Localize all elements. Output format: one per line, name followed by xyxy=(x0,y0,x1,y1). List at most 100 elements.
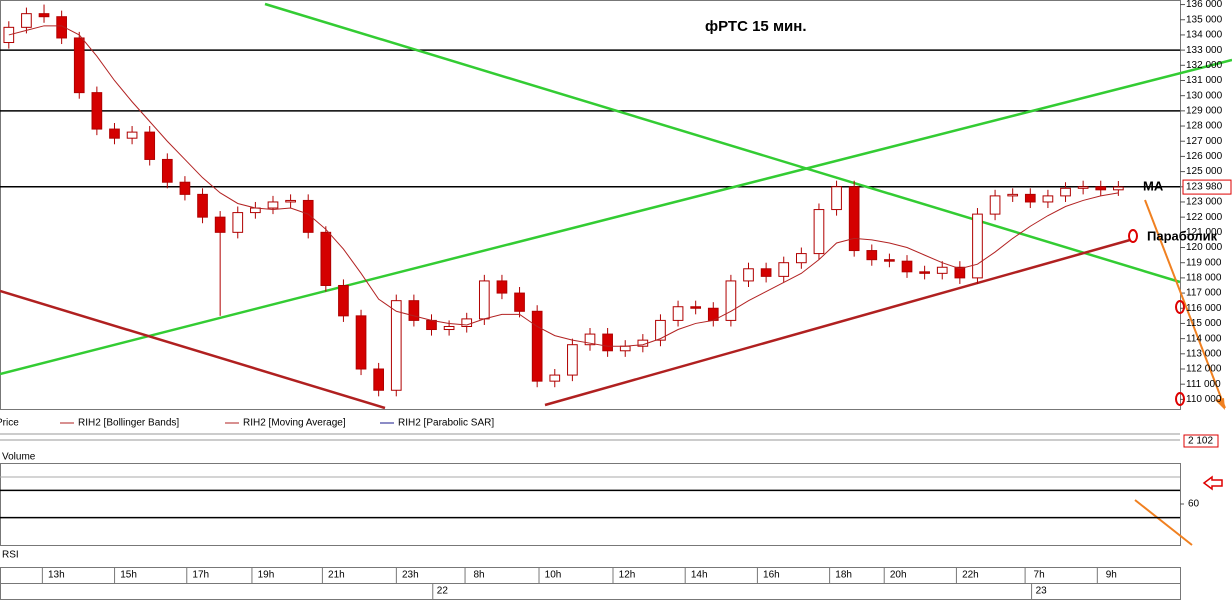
candle-body xyxy=(743,268,754,282)
x-tick-label: 15h xyxy=(120,570,137,581)
candle-body xyxy=(514,292,525,312)
candle-body xyxy=(602,333,613,352)
y-tick-label: 133 000 xyxy=(1186,45,1223,56)
price-panel xyxy=(0,0,1181,410)
candle-body xyxy=(866,250,878,261)
trend-line xyxy=(544,238,1131,407)
candle-body xyxy=(584,333,596,346)
ma-line xyxy=(8,25,1119,347)
candle-body xyxy=(901,260,913,273)
y-tick-label: 130 000 xyxy=(1186,90,1223,101)
candle-body xyxy=(672,306,684,321)
annotation: MA xyxy=(1143,178,1164,193)
candle-body xyxy=(179,181,191,195)
x-tick-label: 10h xyxy=(545,570,562,581)
y-tick-label: 119 000 xyxy=(1186,257,1222,268)
y-tick-label: 120 000 xyxy=(1186,242,1223,253)
candle-body xyxy=(1113,186,1124,191)
y-tick-label: 128 000 xyxy=(1186,121,1223,132)
candle-body xyxy=(373,368,385,391)
legend-label: RIH2 [Moving Average] xyxy=(243,418,346,429)
x-tick-label: 13h xyxy=(48,570,65,581)
y-tick-label: 135 000 xyxy=(1186,14,1223,25)
candle-body xyxy=(1077,186,1089,189)
candle-body xyxy=(232,212,244,233)
chart-title: фРТС 15 мин. xyxy=(705,18,807,35)
marker-circle xyxy=(1175,300,1185,314)
candle-body xyxy=(56,16,67,39)
y-tick-label: 126 000 xyxy=(1186,151,1223,162)
y-tick-label: 122 000 xyxy=(1186,212,1223,223)
panel-label: Volume xyxy=(2,452,36,463)
x-tick-label: 14h xyxy=(691,570,708,581)
candle-body xyxy=(73,37,85,94)
y-tick-label: 112 000 xyxy=(1186,364,1222,375)
candle-body xyxy=(478,280,490,320)
volume-badge xyxy=(1183,434,1219,448)
candle-body xyxy=(831,186,842,211)
candle-body xyxy=(936,266,948,274)
candle-body xyxy=(655,319,666,341)
volume-last: 2 102 xyxy=(1188,436,1213,447)
candle-body xyxy=(989,195,1001,215)
arrow-line xyxy=(1144,199,1226,409)
arrow-icon xyxy=(1202,475,1223,491)
x-tick-label: 7h xyxy=(1034,570,1045,581)
x-tick-label: 19h xyxy=(258,570,275,581)
y-tick-label: 118 000 xyxy=(1186,273,1222,284)
y-tick-label: 129 000 xyxy=(1186,105,1223,116)
y-tick-label: 110 000 xyxy=(1186,394,1222,405)
y-tick-label: 114 000 xyxy=(1186,333,1222,344)
candle-body xyxy=(161,158,173,183)
candle-body xyxy=(302,199,314,233)
candle-body xyxy=(813,209,825,255)
trend-line xyxy=(0,289,386,410)
candle-body xyxy=(796,253,807,264)
candle-body xyxy=(848,186,860,252)
y-tick-label: 121 000 xyxy=(1186,227,1223,238)
candle-body xyxy=(408,300,420,321)
candle-body xyxy=(760,268,772,277)
y-tick-label: 117 000 xyxy=(1186,288,1222,299)
candle-body xyxy=(778,262,790,277)
last-price-badge xyxy=(1182,179,1232,195)
legend-label: Price xyxy=(0,418,19,429)
rsi-tick-label: 60 xyxy=(1188,499,1200,510)
panel-label: RSI xyxy=(2,550,19,561)
marker-circle xyxy=(1175,392,1185,406)
x-tick-label: 16h xyxy=(763,570,780,581)
candle-body xyxy=(884,259,895,262)
candle-body xyxy=(725,280,737,321)
candle-body xyxy=(531,310,543,382)
legend-label: RIH2 [Bollinger Bands] xyxy=(78,418,179,429)
marks-layer xyxy=(3,4,1124,397)
trend-line xyxy=(0,58,1232,376)
y-tick-label: 125 000 xyxy=(1186,166,1223,177)
candle-body xyxy=(496,280,508,294)
x-tick-label: 21h xyxy=(328,570,345,581)
x-tick-label: 8h xyxy=(473,570,484,581)
candle-body xyxy=(1007,193,1019,197)
last-price-label: 123 980 xyxy=(1186,182,1223,193)
y-tick-label: 123 000 xyxy=(1186,197,1223,208)
y-tick-label: 113 000 xyxy=(1186,348,1222,359)
candle-body xyxy=(21,13,32,28)
candle-body xyxy=(320,231,332,286)
candle-body xyxy=(197,193,208,218)
y-tick-label: 134 000 xyxy=(1186,30,1223,41)
trend-line xyxy=(264,2,1181,284)
x-tick-label: 22h xyxy=(962,570,979,581)
y-tick-label: 132 000 xyxy=(1186,60,1223,71)
candle-body xyxy=(619,345,631,352)
candle-body xyxy=(567,344,578,376)
candle-body xyxy=(126,131,138,139)
x-tick-label: 12h xyxy=(619,570,636,581)
y-tick-label: 131 000 xyxy=(1186,75,1223,86)
arrow-head xyxy=(1215,398,1225,410)
candle-body xyxy=(954,266,966,279)
legend-label: RIH2 [Parabolic SAR] xyxy=(398,418,494,429)
y-tick-label: 111 000 xyxy=(1186,379,1221,390)
candle-body xyxy=(1060,187,1071,197)
candle-body xyxy=(443,325,455,331)
